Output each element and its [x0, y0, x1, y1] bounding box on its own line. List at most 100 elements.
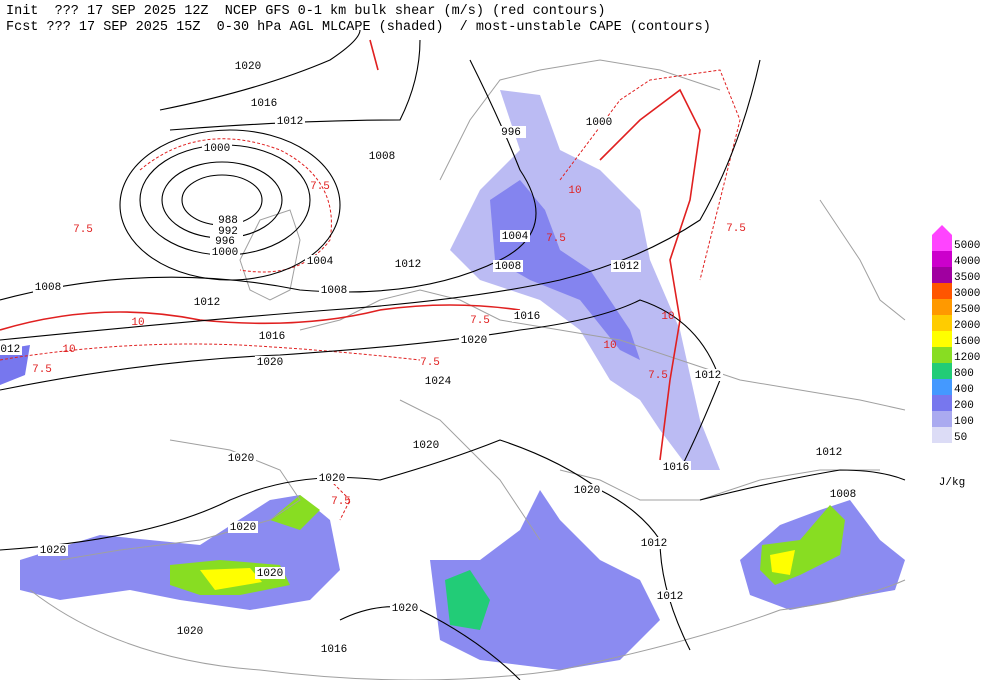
legend-label: 4000 [954, 256, 980, 268]
isobar [699, 469, 906, 501]
isobar-label: 1020 [257, 357, 283, 369]
shear-contour [559, 69, 741, 281]
label-halo [317, 472, 347, 484]
isobar-label: 1012 [613, 261, 639, 273]
isobar [339, 606, 521, 680]
label-halo [423, 375, 453, 387]
cape-area [445, 570, 490, 630]
shear-contour [369, 39, 379, 71]
coastline [299, 289, 906, 411]
label-halo [459, 334, 489, 346]
legend-swatch [932, 251, 952, 267]
label-halo [305, 255, 335, 267]
isobar-label: 1020 [461, 335, 487, 347]
shear-label: 7.5 [310, 181, 330, 193]
shear-contour [599, 88, 701, 461]
shear-label: 7.5 [546, 233, 566, 245]
label-halo [275, 115, 305, 127]
label-halo [233, 60, 263, 72]
label-halo [175, 625, 205, 637]
label-halo [611, 260, 641, 272]
legend-swatch [932, 331, 952, 347]
coastline [439, 59, 721, 181]
isobar-label: 1020 [40, 545, 66, 557]
isobar-label: 1016 [251, 98, 277, 110]
legend-label: 1600 [954, 336, 980, 348]
legend-swatch [932, 379, 952, 395]
isobar [159, 29, 361, 111]
label-halo [500, 230, 530, 242]
shear-label: 7.5 [726, 223, 746, 235]
isobar-label: 1020 [413, 440, 439, 452]
isobar-label: 996 [215, 236, 235, 248]
shear-label: 10 [131, 317, 144, 329]
shear-label: 10 [62, 344, 75, 356]
isobar-label: 1012 [277, 116, 303, 128]
shear-label: 10 [603, 340, 616, 352]
legend-label: 3500 [954, 272, 980, 284]
label-halo [319, 284, 349, 296]
legend-swatch [932, 411, 952, 427]
legend-swatch [932, 267, 952, 283]
isobar [0, 59, 761, 341]
isobar-label: 1012 [816, 447, 842, 459]
cape-area [200, 568, 262, 590]
isobar-label: 1020 [230, 522, 256, 534]
legend-swatch [932, 315, 952, 331]
label-halo [33, 281, 63, 293]
isobar-label: 1020 [235, 61, 261, 73]
shear-label: 7.5 [648, 370, 668, 382]
isobar-label: 1008 [495, 261, 521, 273]
isobar-label: 1016 [321, 644, 347, 656]
isobar-label: 996 [501, 127, 521, 139]
isobar-label: 1020 [319, 473, 345, 485]
label-halo [210, 235, 240, 247]
legend-label: 400 [954, 384, 974, 396]
shear-contours [0, 39, 741, 521]
coastline [819, 199, 906, 321]
cape-area [490, 180, 640, 360]
label-halo [228, 521, 258, 533]
header-line: Init ??? 17 SEP 2025 12Z NCEP GFS 0-1 km… [6, 4, 606, 19]
label-halo [226, 452, 256, 464]
label-halo [572, 484, 602, 496]
label-halo [255, 356, 285, 368]
legend-swatch [932, 283, 952, 299]
label-halo [814, 446, 844, 458]
shear-label: 7.5 [32, 364, 52, 376]
legend: 5000 4000 3500 3000 2500 2000 1600 1200 800 400 20… [932, 225, 980, 489]
legend-units: J/kg [939, 477, 965, 489]
isobar-label: 1016 [663, 462, 689, 474]
label-halo [693, 369, 723, 381]
label-halo [367, 150, 397, 162]
legend-arrow [932, 225, 952, 235]
isobar [0, 59, 537, 301]
shear-contour [0, 343, 421, 361]
cape-area [430, 490, 660, 670]
isobar-label: 1016 [259, 331, 285, 343]
isobar-label: 1016 [514, 311, 540, 323]
legend-label: 200 [954, 400, 974, 412]
isobar-label: 1004 [502, 231, 529, 243]
coastline [399, 399, 541, 541]
shear-contour [0, 304, 521, 331]
domain-edge [29, 579, 906, 680]
label-halo [0, 343, 22, 355]
isobar-label: 1000 [212, 247, 238, 259]
legend-swatch [932, 347, 952, 363]
isobar-label: 1000 [586, 117, 612, 129]
label-halo [213, 214, 243, 226]
label-halo [202, 142, 232, 154]
isobar [169, 39, 421, 131]
shear-label: 7.5 [331, 496, 351, 508]
isobar-label: 1012 [657, 591, 683, 603]
label-halo [319, 643, 349, 655]
legend-swatch [932, 235, 952, 251]
legend-swatch [932, 299, 952, 315]
label-halo [390, 602, 420, 614]
isobar-label: 1012 [0, 344, 20, 356]
legend-label: 1200 [954, 352, 980, 364]
legend-label: 100 [954, 416, 974, 428]
cape-shading [0, 90, 905, 670]
